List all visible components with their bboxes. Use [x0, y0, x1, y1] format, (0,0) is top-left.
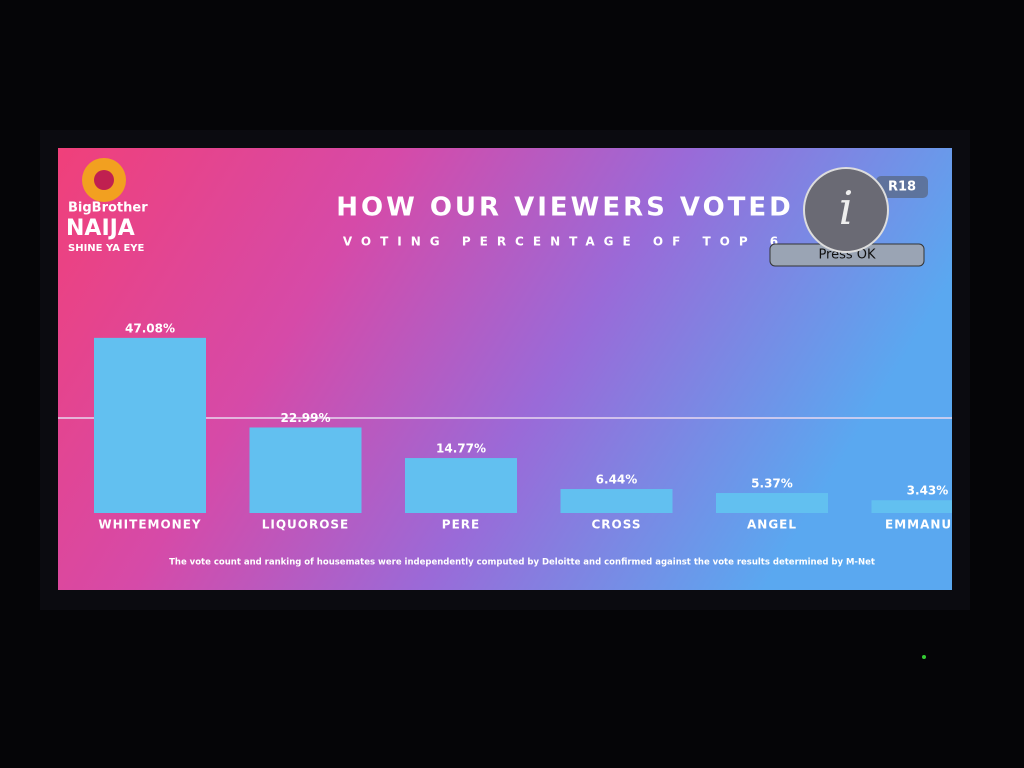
- x-tick-label: ANGEL: [747, 518, 797, 532]
- value-label: 5.37%: [751, 477, 793, 491]
- x-tick-label: LIQUOROSE: [262, 518, 350, 532]
- info-icon[interactable]: [803, 167, 889, 253]
- chart-subtitle: VOTING PERCENTAGE OF TOP 6: [343, 235, 787, 249]
- value-label: 22.99%: [281, 411, 331, 425]
- bar: [405, 458, 517, 513]
- value-label: 14.77%: [436, 442, 486, 456]
- rating-badge: [876, 176, 928, 198]
- bar: [716, 493, 828, 513]
- screen-background: [58, 148, 952, 590]
- x-tick-label: EMMANUEL: [885, 518, 970, 532]
- logo-name: NAIJA: [66, 216, 135, 241]
- logo-pupil: [94, 170, 114, 190]
- bar: [871, 500, 952, 513]
- x-tick-label: PERE: [442, 518, 480, 532]
- x-tick-label: WHITEMONEY: [98, 518, 201, 532]
- info-glyph[interactable]: i: [839, 181, 854, 235]
- footnote: The vote count and ranking of housemates…: [169, 558, 875, 568]
- screen: BigBrother NAIJA SHINE YA EYE HOW OUR VI…: [58, 148, 970, 590]
- value-label: 3.43%: [907, 484, 949, 498]
- chart-title: HOW OUR VIEWERS VOTED: [336, 193, 794, 223]
- rating: R18: [888, 180, 916, 195]
- value-label: 47.08%: [125, 321, 175, 335]
- prompt[interactable]: Press OK: [818, 248, 876, 263]
- x-tick-label: CROSS: [592, 518, 642, 532]
- bar: [249, 427, 362, 513]
- logo-tagline: SHINE YA EYE: [68, 243, 145, 254]
- bar: [560, 489, 673, 513]
- logo-brand: BigBrother: [68, 201, 148, 216]
- power-led: [922, 655, 926, 659]
- bar: [94, 337, 206, 513]
- value-label: 6.44%: [596, 473, 638, 487]
